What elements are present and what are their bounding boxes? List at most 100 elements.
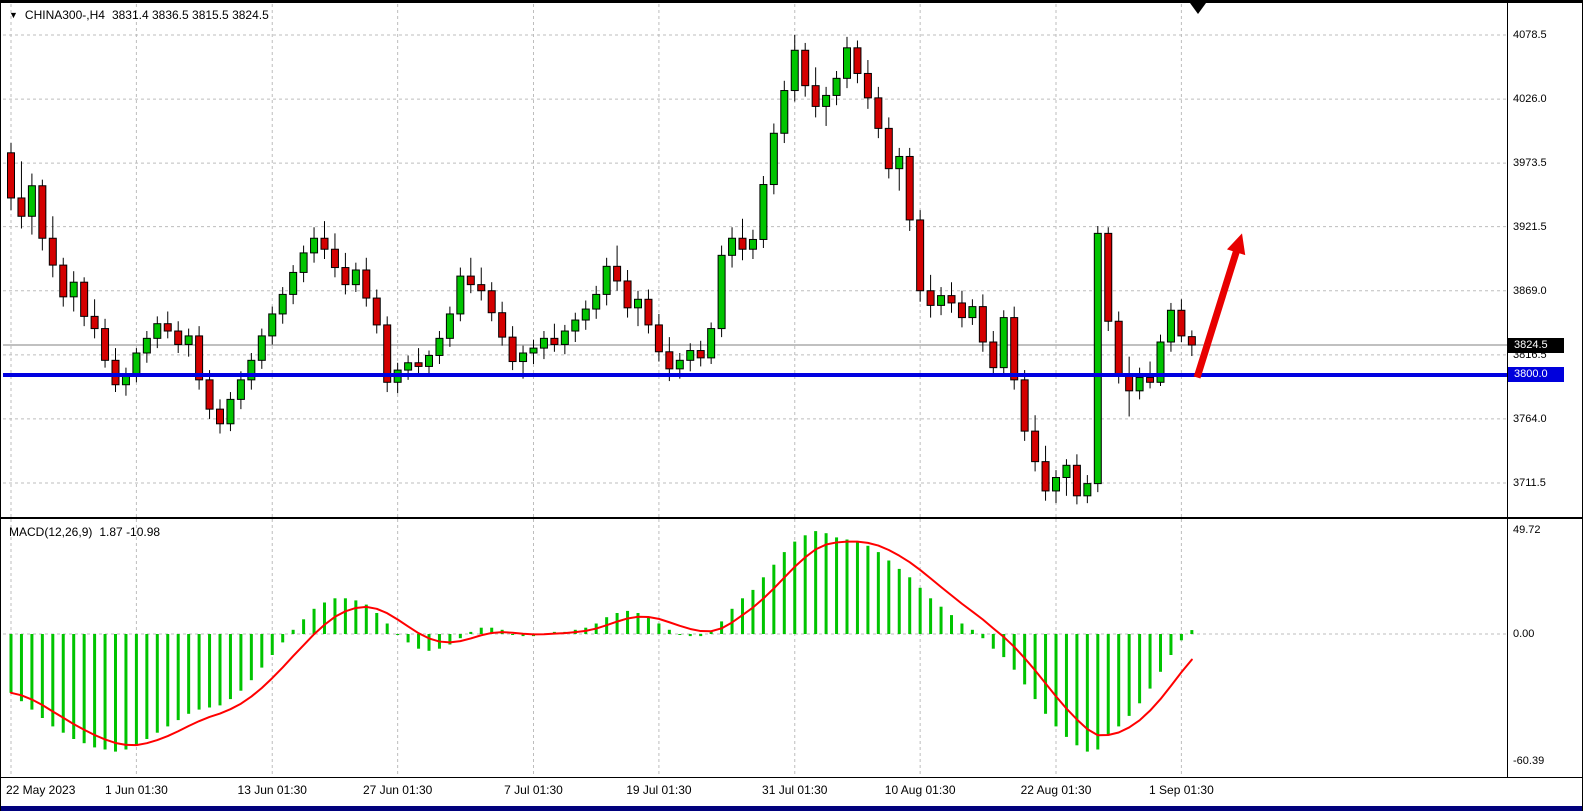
candle-body — [1135, 376, 1144, 392]
macd-bar — [772, 564, 776, 634]
macd-bar — [155, 634, 159, 733]
candle-body — [1041, 461, 1050, 492]
candle-body — [895, 155, 904, 170]
candle-body — [1052, 477, 1060, 492]
macd-histogram — [9, 531, 1194, 752]
candle-body — [728, 237, 737, 256]
candle-body — [257, 335, 266, 361]
candle-body — [90, 315, 99, 330]
macd-bar — [1085, 634, 1089, 752]
price-chart-canvas[interactable] — [3, 4, 1507, 517]
candle-body — [863, 72, 872, 99]
window-top-border — [1, 0, 1582, 3]
candle-body — [487, 290, 496, 314]
candle-body — [289, 271, 298, 295]
macd-bar — [1054, 634, 1058, 727]
candle-body — [843, 47, 851, 79]
panel-separator[interactable] — [1, 517, 1582, 519]
macd-bar — [1148, 634, 1152, 689]
candle-body — [811, 85, 820, 107]
candle-body — [790, 49, 799, 92]
candle-body — [550, 337, 559, 345]
macd-bar — [511, 634, 515, 635]
candle-body — [1010, 317, 1019, 381]
macd-bar — [981, 634, 985, 639]
macd-bar — [166, 634, 170, 727]
macd-bar — [1117, 634, 1121, 727]
candle-body — [404, 362, 413, 371]
candle-body — [707, 328, 716, 359]
macd-bar — [929, 598, 933, 634]
candle-body — [69, 281, 78, 298]
candle-body — [874, 97, 883, 129]
candle-body — [989, 341, 998, 369]
macd-panel-canvas[interactable] — [3, 519, 1507, 776]
macd-bar — [82, 634, 86, 744]
macd-bar — [93, 634, 97, 748]
candle-body — [132, 352, 141, 376]
macd-bar — [364, 604, 368, 634]
candle-body — [1031, 430, 1040, 463]
macd-bar — [9, 634, 13, 693]
candle-body — [853, 47, 862, 74]
macd-bar — [396, 634, 400, 635]
candle-body — [299, 252, 308, 273]
macd-bar — [887, 560, 891, 634]
macd-bar — [197, 634, 201, 710]
candle-body — [216, 408, 224, 425]
macd-bar — [228, 634, 232, 700]
macd-bar — [406, 634, 410, 643]
candle-body — [686, 350, 695, 361]
macd-bar — [991, 634, 995, 649]
candle-body — [1156, 341, 1165, 383]
macd-bar — [803, 535, 807, 634]
candle-body — [236, 379, 245, 400]
macd-bar — [1138, 634, 1142, 704]
candle-body — [111, 359, 120, 386]
macd-bar — [1033, 634, 1037, 700]
macd-bar — [688, 634, 692, 637]
candle-body — [48, 237, 57, 266]
candle-body — [101, 328, 110, 361]
trend-arrow-shaft[interactable] — [1193, 243, 1242, 379]
chart-symbol-header: ▼ CHINA300-,H4 3831.4 3836.5 3815.5 3824… — [9, 8, 269, 22]
chart-shift-marker-icon[interactable] — [1190, 3, 1206, 14]
macd-bar — [1179, 634, 1183, 641]
candle-body — [937, 295, 946, 306]
macd-bar — [751, 589, 755, 634]
macd-bar — [490, 627, 494, 634]
candle-body — [571, 319, 580, 332]
macd-name: MACD(12,26,9) — [9, 525, 93, 539]
macd-bar — [835, 537, 839, 634]
macd-bar — [960, 623, 964, 634]
macd-bar — [427, 634, 431, 651]
candle-body — [184, 335, 193, 345]
candle-body — [905, 155, 914, 221]
candle-body — [351, 269, 360, 286]
last-price-tag: 3824.5 — [1508, 337, 1564, 353]
price-tick-label: 3711.5 — [1513, 477, 1546, 489]
macd-bar — [375, 613, 379, 634]
candle-body — [27, 185, 36, 217]
macd-bar — [114, 634, 117, 752]
trend-arrow-head[interactable] — [1226, 233, 1246, 256]
macd-bar — [1002, 634, 1006, 658]
candle-body — [602, 265, 611, 295]
macd-bar — [208, 634, 212, 708]
ohlc-values: 3831.4 3836.5 3815.5 3824.5 — [111, 8, 269, 22]
macd-bar — [761, 577, 765, 634]
candle-body — [623, 280, 632, 309]
macd-bar — [312, 608, 316, 634]
time-tick-label: 19 Jul 01:30 — [626, 783, 692, 797]
time-tick-label: 10 Aug 01:30 — [884, 783, 956, 797]
candle-body — [226, 398, 235, 425]
window-bottom-edge — [1, 806, 1582, 811]
candle-body — [1166, 309, 1175, 343]
macd-bar — [793, 541, 797, 634]
macd-bar — [19, 634, 23, 702]
macd-bar — [1075, 634, 1079, 746]
macd-bar — [1106, 634, 1110, 735]
candle-body — [456, 275, 465, 315]
candle-body — [17, 197, 26, 217]
time-tick-label: 22 May 2023 — [6, 783, 76, 797]
